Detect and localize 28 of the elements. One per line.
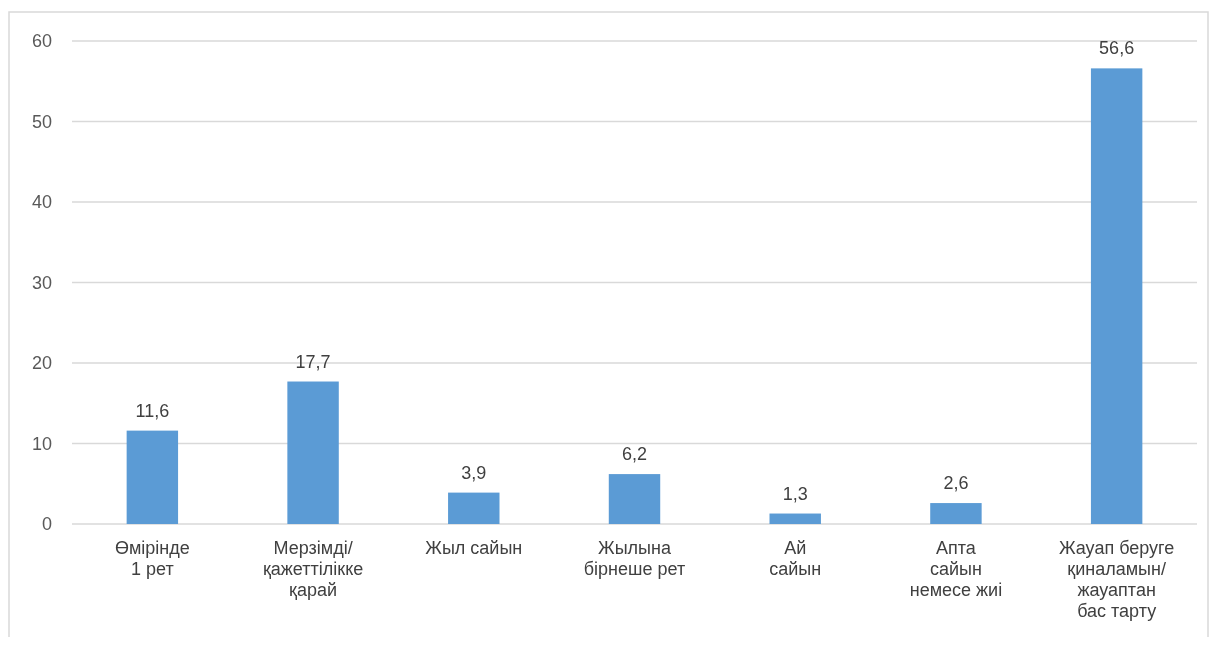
x-tick-label: Апта сайын немесе жиі [909,538,1003,600]
y-tick-label: 60 [31,31,52,52]
y-tick-label: 10 [31,433,52,454]
data-label: 11,6 [135,400,170,421]
x-tick-label: Жылына бірнеше рет [583,538,686,579]
data-label: 3,9 [461,462,487,483]
data-label: 17,7 [295,351,331,372]
bar [126,430,179,524]
data-label: 2,6 [943,473,969,494]
x-tick-label: Мерзімді/ қажеттілікке қарай [262,538,364,600]
bar [608,474,661,524]
y-tick-label: 0 [41,514,52,535]
bar [930,503,982,524]
y-tick-label: 40 [31,192,52,213]
x-tick-label: Өмірінде 1 рет [114,538,190,579]
bar [769,513,821,524]
x-tick-label: Жыл сайын [425,538,523,558]
data-label: 56,6 [1099,38,1135,59]
y-tick-label: 50 [31,111,52,132]
bar [1090,68,1143,524]
x-tick-label: Ай сайын [769,538,822,579]
data-label: 6,2 [621,444,648,465]
x-tick-label: Жауап беруге қиналамын/ жауаптан бас тарту [1058,538,1175,621]
y-tick-label: 20 [31,353,52,374]
data-label: 1,3 [782,483,808,504]
bar [287,381,339,524]
y-tick-label: 30 [31,272,52,293]
bar [448,492,500,524]
